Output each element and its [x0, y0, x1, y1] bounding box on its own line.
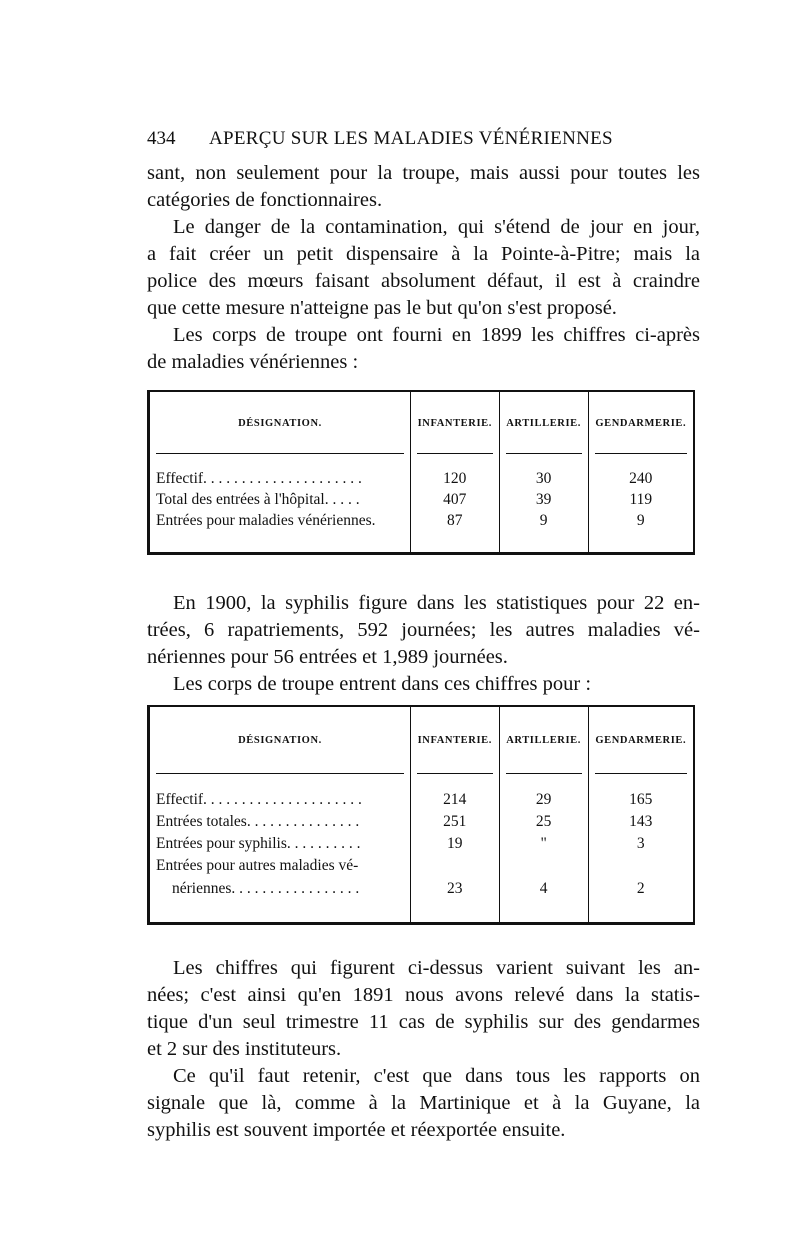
cell-value: 2	[587, 877, 694, 900]
column-header: ARTILLERIE.	[498, 706, 589, 774]
table-row: Effectif. . . . . . . . . . . . . . . . …	[149, 789, 694, 812]
row-label: Entrées pour syphilis. . . . . . . . . .	[156, 835, 361, 853]
cell-value: 3	[587, 833, 694, 856]
cell-value: "	[498, 833, 589, 856]
text-line: de maladies vénériennes :	[147, 351, 359, 373]
row-label: Entrées pour maladies vénériennes.	[156, 511, 376, 529]
column-header: DÉSIGNATION.	[149, 706, 411, 774]
text-line: et 2 sur des instituteurs.	[147, 1038, 342, 1060]
row-label: Effectif. . . . . . . . . . . . . . . . …	[156, 791, 362, 809]
row-label: Entrées pour autres maladies vé-	[156, 857, 359, 875]
table-row: Total des entrées à l'hôpital. . . . . 40…	[149, 489, 694, 511]
cell-value	[587, 855, 694, 878]
cell-value: 165	[587, 789, 694, 812]
cell-value: 39	[498, 489, 589, 511]
text-line: que cette mesure n'atteigne pas le but q…	[147, 297, 617, 319]
cell-value: 30	[498, 468, 589, 490]
cell-value: 120	[410, 468, 500, 490]
text-line: Le danger de la contamination, qui s'éte…	[173, 216, 700, 238]
row-label: nériennes. . . . . . . . . . . . . . . .…	[172, 879, 360, 897]
cell-value: 87	[410, 510, 500, 532]
text-line: Les corps de troupe ont fourni en 1899 l…	[173, 324, 700, 346]
text-line: nées; c'est ainsi qu'en 1891 nous avons …	[147, 984, 700, 1006]
table-row: Entrées totales. . . . . . . . . . . . .…	[149, 811, 694, 834]
table-row: Entrées pour autres maladies vé-	[149, 855, 694, 878]
cell-value: 119	[587, 489, 694, 511]
paragraph-block-1: sant, non seulement pour la troupe, mais…	[147, 160, 700, 376]
cell-value: 143	[587, 811, 694, 834]
cell-value: 23	[410, 877, 500, 900]
cell-value: 251	[410, 811, 500, 834]
column-header: INFANTERIE.	[410, 706, 500, 774]
cell-value: 9	[498, 510, 589, 532]
cell-value: 240	[587, 468, 694, 490]
cell-value: 407	[410, 489, 500, 511]
paragraph-block-3: Les chiffres qui figurent ci-dessus vari…	[147, 955, 700, 1144]
text-line: Les chiffres qui figurent ci-dessus vari…	[173, 957, 700, 979]
cell-value: 25	[498, 811, 589, 834]
table-row: Entrées pour syphilis. . . . . . . . . .…	[149, 833, 694, 856]
cell-value: 9	[587, 510, 694, 532]
table-row: nériennes. . . . . . . . . . . . . . . .…	[149, 877, 694, 900]
cell-value	[410, 855, 500, 878]
column-header: DÉSIGNATION.	[149, 391, 411, 454]
table-row: Effectif. . . . . . . . . . . . . . . . …	[149, 468, 694, 490]
text-line: trées, 6 rapatriements, 592 journées; le…	[147, 619, 700, 641]
text-line: sant, non seulement pour la troupe, mais…	[147, 162, 700, 184]
page-number: 434	[147, 128, 176, 149]
text-line: Ce qu'il faut retenir, c'est que dans to…	[173, 1065, 700, 1087]
text-line: nériennes pour 56 entrées et 1,989 journ…	[147, 646, 508, 668]
row-label: Entrées totales. . . . . . . . . . . . .…	[156, 813, 360, 831]
row-label: Total des entrées à l'hôpital. . . . .	[156, 491, 360, 508]
text-line: catégories de fonctionnaires.	[147, 189, 383, 211]
column-header: ARTILLERIE.	[498, 391, 589, 455]
text-line: tique d'un seul trimestre 11 cas de syph…	[147, 1011, 700, 1033]
cell-value: 29	[498, 789, 589, 812]
cell-value: 4	[498, 877, 589, 900]
column-header: GENDARMERIE.	[587, 391, 694, 455]
paragraph-block-2: En 1900, la syphilis figure dans les sta…	[147, 590, 700, 698]
table-row: Entrées pour maladies vénériennes. 87 9 9	[149, 510, 694, 532]
table-1899: DÉSIGNATION. INFANTERIE. ARTILLERIE. GENDAR…	[147, 390, 695, 555]
table-1900: DÉSIGNATION. INFANTERIE. ARTILLERIE. GENDAR…	[147, 705, 695, 925]
text-line: signale que là, comme à la Martinique et…	[147, 1092, 700, 1114]
text-line: a fait créer un petit dispensaire à la P…	[147, 243, 700, 265]
cell-value: 19	[410, 833, 500, 856]
row-label: Effectif. . . . . . . . . . . . . . . . …	[156, 470, 362, 488]
text-line: En 1900, la syphilis figure dans les sta…	[173, 592, 700, 614]
cell-value: 214	[410, 789, 500, 812]
text-line: syphilis est souvent importée et réexpor…	[147, 1119, 566, 1141]
text-line: police des mœurs faisant absolument défa…	[147, 270, 700, 292]
text-line: Les corps de troupe entrent dans ces chi…	[173, 673, 592, 695]
running-title: APERÇU SUR LES MALADIES VÉNÉRIENNES	[209, 128, 613, 149]
cell-value	[498, 855, 589, 878]
column-header: GENDARMERIE.	[587, 706, 694, 774]
column-header: INFANTERIE.	[410, 391, 500, 455]
